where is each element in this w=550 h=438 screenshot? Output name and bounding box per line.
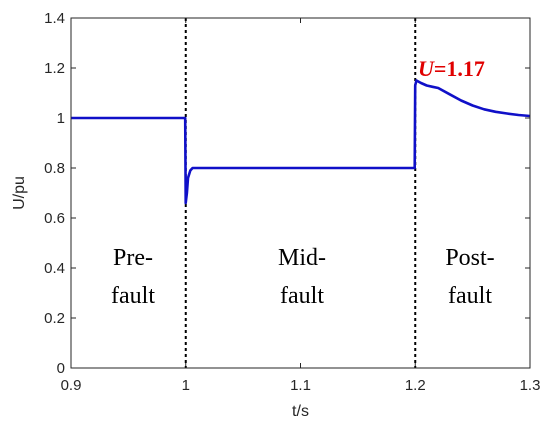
- y-tick-label: 0.4: [44, 260, 65, 277]
- region-label-pre-1: Pre-: [113, 245, 153, 271]
- peak-annotation-variable: U: [418, 56, 435, 81]
- region-label-post-2: fault: [448, 283, 492, 309]
- fault-dividers: [184, 18, 417, 368]
- peak-annotation-value: =1.17: [434, 56, 485, 81]
- y-tick-label: 1.4: [44, 10, 65, 27]
- x-tick-label: 1.1: [290, 377, 311, 394]
- y-tick-label: 1: [57, 110, 65, 127]
- region-label-pre-2: fault: [111, 283, 155, 309]
- y-tick-label: 1.2: [44, 60, 65, 77]
- y-tick-label: 0: [57, 360, 65, 377]
- region-label-mid-2: fault: [280, 283, 324, 309]
- plot-frame: [70, 17, 531, 369]
- x-tick-label: 1.2: [405, 377, 426, 394]
- x-tick-label: 0.9: [61, 377, 82, 394]
- axis-ticks: 0 0.2 0.4 0.6 0.8 1 1.2 1.4 0.9 1 1.1 1.2 1.3: [44, 10, 540, 394]
- y-tick-label: 0.8: [44, 160, 65, 177]
- series-layer: [71, 79, 531, 205]
- y-axis-label: U/pu: [11, 176, 28, 210]
- x-axis-label: t/s: [292, 403, 309, 420]
- y-tick-label: 0.2: [44, 310, 65, 327]
- peak-annotation: U=1.17: [418, 56, 485, 81]
- x-tick-label: 1.3: [520, 377, 541, 394]
- voltage-series-line: [71, 79, 531, 205]
- region-label-post-1: Post-: [445, 245, 494, 271]
- region-label-mid-1: Mid-: [278, 245, 326, 271]
- y-tick-label: 0.6: [44, 210, 65, 227]
- x-tick-label: 1: [182, 377, 190, 394]
